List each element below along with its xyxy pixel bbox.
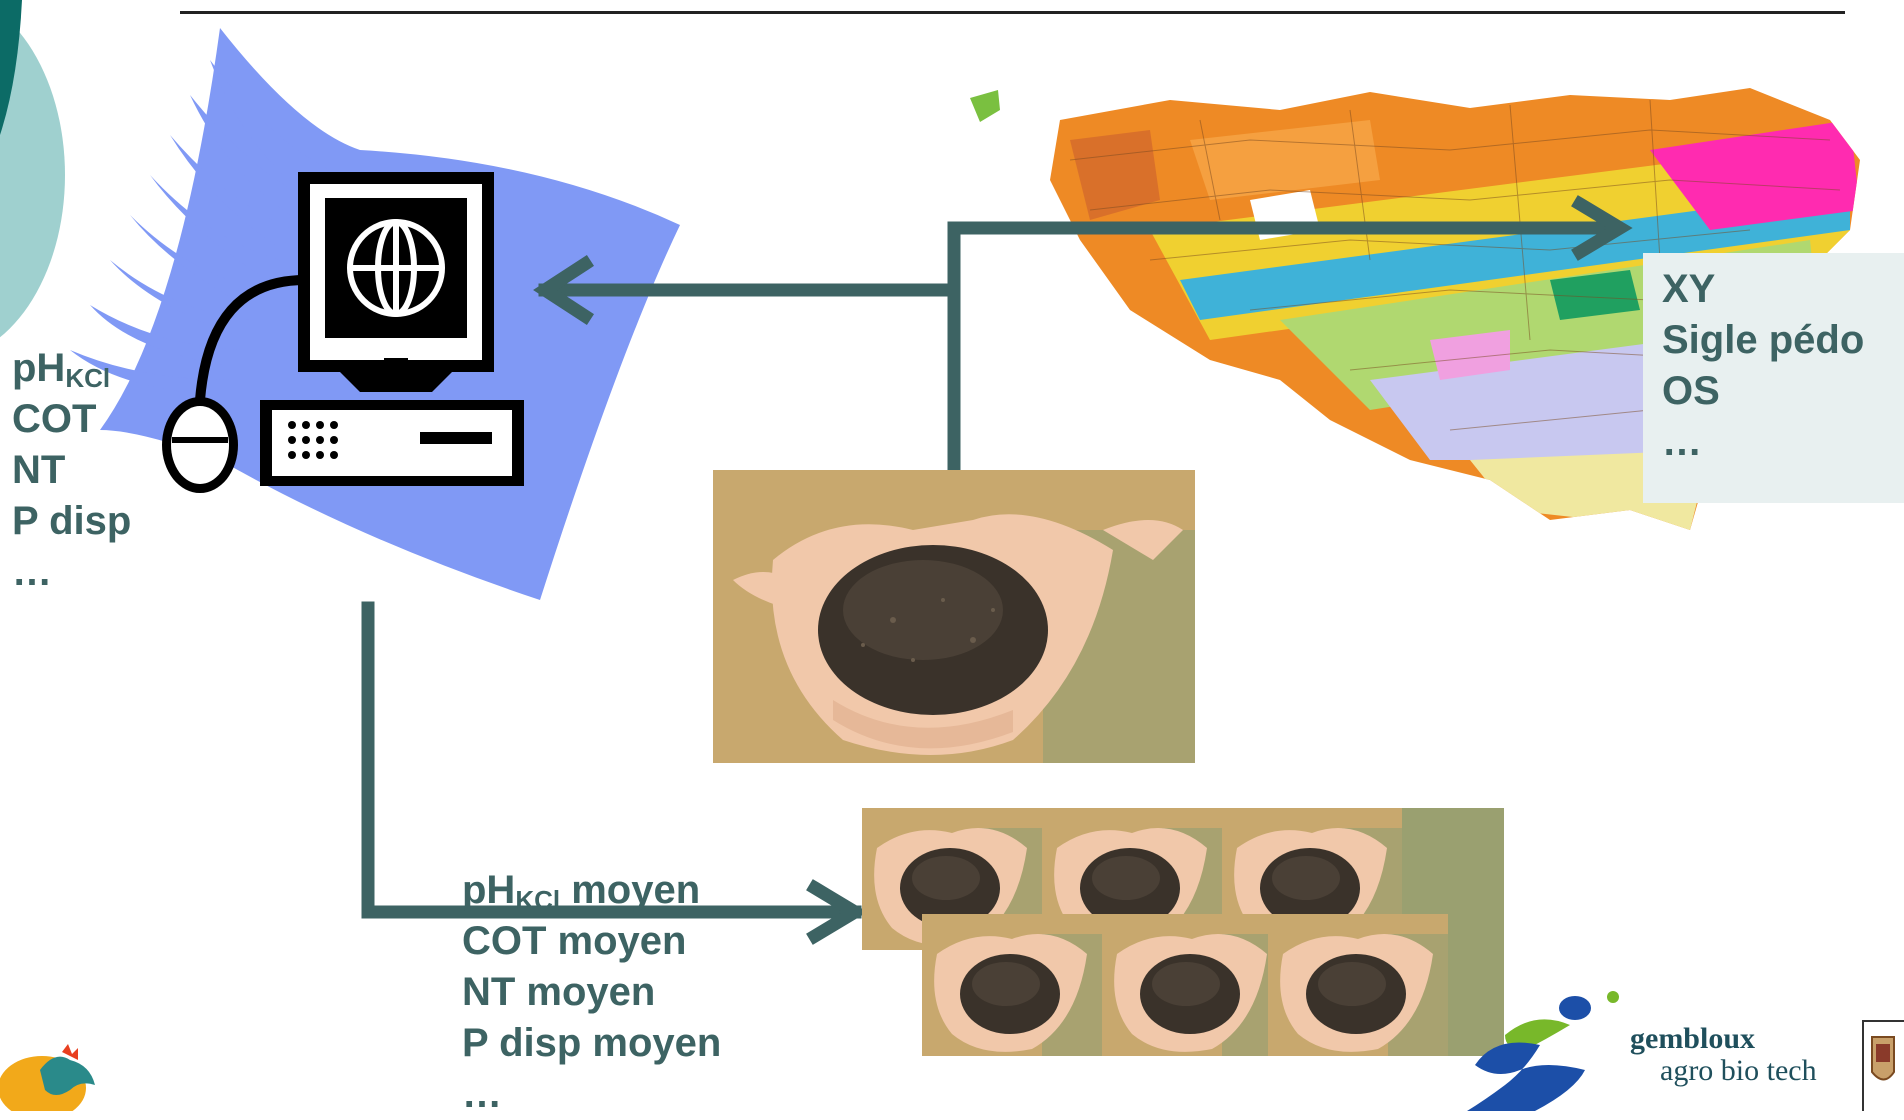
university-crest (1862, 1020, 1904, 1111)
corner-circle-decoration (0, 0, 65, 338)
param-sigle-pedo: Sigle pédo (1662, 318, 1865, 362)
left-parameter-list: pHKCl COT NT P disp … (12, 343, 131, 598)
soil-photo (713, 470, 1195, 763)
param-ph: pHKCl (12, 346, 111, 393)
param-map-more: … (1662, 420, 1702, 464)
gembloux-logo-text-line1: gembloux (1630, 1022, 1756, 1055)
soil-thumb-6 (1268, 914, 1448, 1056)
param-more: … (12, 550, 52, 594)
mean-parameter-list: pHKCl moyen COT moyen NT moyen P disp mo… (462, 865, 721, 1120)
soil-samples-collage (862, 808, 1504, 1056)
param-p-disp: P disp (12, 499, 132, 543)
param-nt: NT (12, 448, 66, 492)
param-nt-mean: NT moyen (462, 970, 656, 1014)
gembloux-logo-text-line2: agro bio tech (1660, 1054, 1817, 1087)
param-cot-mean: COT moyen (462, 919, 687, 963)
gembloux-logo (1467, 991, 1619, 1111)
arrow-sample-to-computer (538, 283, 961, 477)
param-mean-more: … (462, 1072, 502, 1116)
arrow-head-right-bottom (806, 879, 868, 945)
soil-thumb-4 (922, 914, 1102, 1056)
wallonia-rooster-logo (0, 1044, 95, 1111)
param-os: OS (1662, 369, 1720, 413)
map-parameter-list: XY Sigle pédo OS … (1662, 264, 1864, 468)
globe-icon (347, 219, 445, 317)
arrow-head-right-top (1571, 195, 1633, 261)
param-ph-mean: pHKCl moyen (462, 868, 701, 915)
param-cot: COT (12, 397, 97, 441)
arrow-head-left (533, 255, 594, 325)
soil-thumb-5 (1102, 914, 1282, 1056)
computer-icon (162, 172, 524, 493)
param-p-disp-mean: P disp moyen (462, 1021, 722, 1065)
map-info-panel (1643, 253, 1904, 503)
computer-illustration (70, 28, 680, 600)
arrow-computer-to-samples (361, 601, 862, 919)
param-xy: XY (1662, 267, 1716, 311)
top-rule (180, 11, 1845, 14)
arrow-to-map (947, 221, 1622, 297)
mouse-icon (162, 397, 238, 493)
